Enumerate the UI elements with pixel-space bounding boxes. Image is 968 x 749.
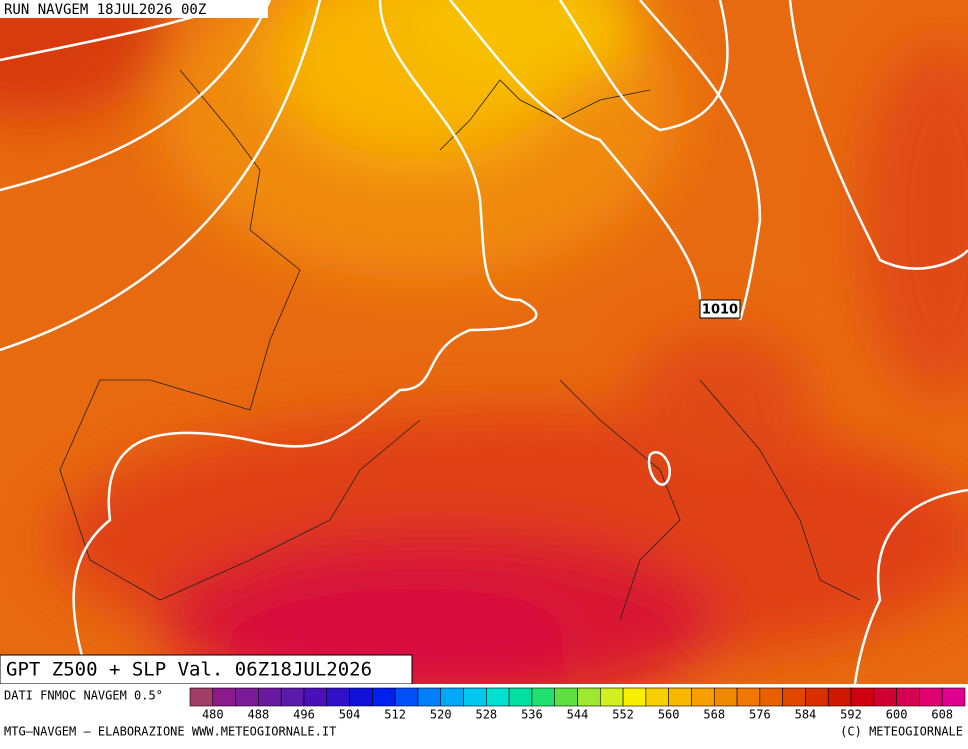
colorbar-tick-label: 600: [886, 708, 908, 722]
colorbar-box: [782, 687, 806, 707]
colorbar-box: [691, 687, 715, 707]
colorbar-tick-label: 584: [795, 708, 817, 722]
colorbar-tick-label: 480: [202, 708, 224, 722]
colorbar-box: [280, 687, 305, 707]
run-label: RUN NAVGEM 18JUL2026 00Z: [4, 2, 206, 18]
colorbar-tick-label: 504: [339, 708, 361, 722]
colorbar-tick-label: 544: [567, 708, 589, 722]
colorbar-tick-label: 576: [749, 708, 771, 722]
isobar-label: 1010: [702, 303, 738, 318]
colorbar-box: [303, 687, 328, 707]
colorbar-tick-label: 560: [658, 708, 680, 722]
colorbar-box: [349, 687, 373, 707]
colorbar-tick-label: 512: [384, 708, 406, 722]
colorbar-box: [235, 687, 259, 707]
colorbar-box: [508, 687, 533, 707]
colorbar-box: [531, 687, 556, 707]
colorbar-box: [417, 687, 442, 707]
colorbar-box: [873, 687, 897, 707]
field-box: [0, 654, 413, 684]
colorbar-box: [827, 687, 852, 707]
isobar-label-box: [699, 299, 741, 319]
colorbar-box: [736, 687, 761, 707]
colorbar-box: [189, 687, 214, 707]
colorbar-tick-label: 528: [475, 708, 497, 722]
colorbar-box: [919, 687, 943, 707]
colorbar-tick-label: 536: [521, 708, 543, 722]
colorbar-box: [622, 687, 647, 707]
footer-right: (C) METEOGIORNALE: [840, 725, 963, 739]
colorbar-box: [805, 687, 829, 707]
colorbar-tick-label: 552: [612, 708, 634, 722]
colorbar-tick-label: 568: [703, 708, 725, 722]
colorbar-box: [394, 687, 419, 707]
field-label: GPT Z500 + SLP Val. 06Z18JUL2026: [6, 659, 372, 681]
colorbar-box: [668, 687, 692, 707]
colorbar-box: [372, 687, 396, 707]
source-label: DATI FNMOC NAVGEM 0.5°: [4, 689, 163, 703]
colorbar-tick-label: 488: [248, 708, 270, 722]
colorbar-box: [941, 687, 966, 707]
colorbar-box: [599, 687, 624, 707]
colorbar: 480 488 496 504 512 520 528 536 544 552 560 568 576 5…: [189, 687, 966, 722]
coastlines: [59, 69, 861, 621]
colorbar-box: [212, 687, 236, 707]
colorbar-tick-label: 496: [293, 708, 315, 722]
header-box: [0, 0, 268, 18]
isobars: [0, 0, 968, 684]
colorbar-box: [896, 687, 920, 707]
colorbar-box: [258, 687, 282, 707]
colorbar-box: [554, 687, 578, 707]
colorbar-box: [463, 687, 487, 707]
colorbar-box: [759, 687, 783, 707]
colorbar-box: [326, 687, 350, 707]
colorbar-box: [440, 687, 464, 707]
colorbar-box: [713, 687, 738, 707]
colorbar-box: [645, 687, 669, 707]
colorbar-tick-label: 592: [840, 708, 862, 722]
colorbar-box: [577, 687, 601, 707]
colorbar-tick-label: 520: [430, 708, 452, 722]
footer-left: MTG–NAVGEM – ELABORAZIONE WWW.METEOGIORN…: [4, 725, 336, 739]
colorbar-box: [850, 687, 875, 707]
colorbar-box: [486, 687, 510, 707]
map: 1010 RUN NAVGEM 18JUL2026 00Z GPT Z500 +…: [0, 0, 968, 684]
colorbar-tick-label: 608: [931, 708, 953, 722]
